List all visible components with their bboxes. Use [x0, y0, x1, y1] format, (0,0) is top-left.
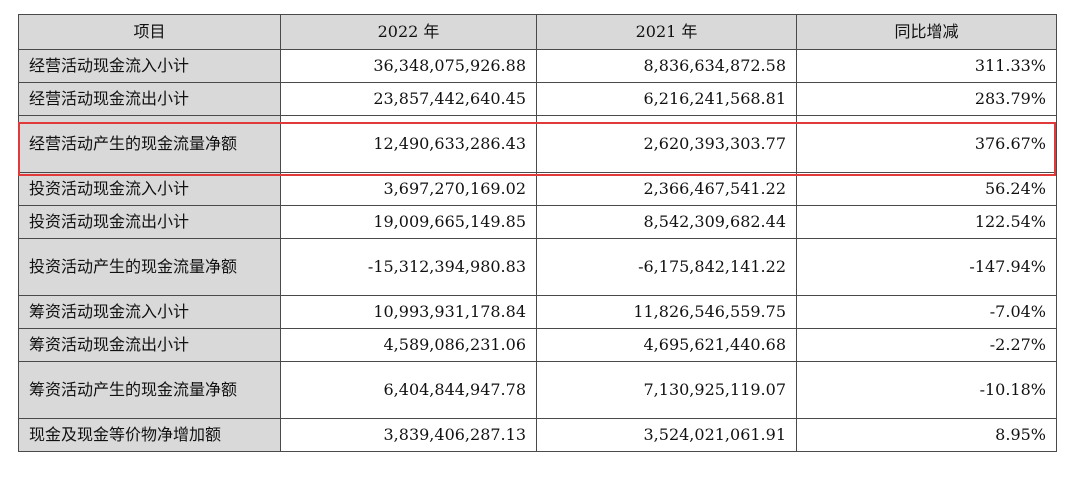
value-2022: 3,839,406,287.13 — [280, 418, 537, 452]
value-2021: 8,836,634,872.58 — [536, 49, 797, 83]
value-change: 283.79% — [796, 82, 1057, 116]
value-2021: 7,130,925,119.07 — [536, 361, 797, 419]
row-label: 投资活动现金流出小计 — [18, 205, 281, 239]
value-change: -10.18% — [796, 361, 1057, 419]
header-2021: 2021 年 — [536, 14, 797, 50]
value-2022: 12,490,633,286.43 — [280, 115, 537, 173]
value-change: 122.54% — [796, 205, 1057, 239]
value-change: -7.04% — [796, 295, 1057, 329]
value-change: -2.27% — [796, 328, 1057, 362]
value-2021: -6,175,842,141.22 — [536, 238, 797, 296]
table-row: 筹资活动产生的现金流量净额 6,404,844,947.78 7,130,925… — [18, 361, 1057, 419]
value-2022: 3,697,270,169.02 — [280, 172, 537, 206]
value-2021: 2,366,467,541.22 — [536, 172, 797, 206]
header-item: 项目 — [18, 14, 281, 50]
row-label: 经营活动现金流出小计 — [18, 82, 281, 116]
value-2022: 23,857,442,640.45 — [280, 82, 537, 116]
value-change: 311.33% — [796, 49, 1057, 83]
value-2022: 36,348,075,926.88 — [280, 49, 537, 83]
table-row: 经营活动现金流入小计 36,348,075,926.88 8,836,634,8… — [18, 49, 1057, 83]
table-row: 筹资活动现金流出小计 4,589,086,231.06 4,695,621,44… — [18, 328, 1057, 362]
table-row: 投资活动现金流入小计 3,697,270,169.02 2,366,467,54… — [18, 172, 1057, 206]
cash-flow-table: 项目 2022 年 2021 年 同比增减 经营活动现金流入小计 36,348,… — [18, 14, 1057, 452]
value-2021: 4,695,621,440.68 — [536, 328, 797, 362]
row-label: 投资活动产生的现金流量净额 — [18, 238, 281, 296]
value-2022: 6,404,844,947.78 — [280, 361, 537, 419]
row-label: 经营活动现金流入小计 — [18, 49, 281, 83]
header-yoy-change: 同比增减 — [796, 14, 1057, 50]
value-2021: 6,216,241,568.81 — [536, 82, 797, 116]
table-row: 投资活动现金流出小计 19,009,665,149.85 8,542,309,6… — [18, 205, 1057, 239]
table-row: 经营活动现金流出小计 23,857,442,640.45 6,216,241,5… — [18, 82, 1057, 116]
value-change: 8.95% — [796, 418, 1057, 452]
row-label: 经营活动产生的现金流量净额 — [18, 115, 281, 173]
value-2022: -15,312,394,980.83 — [280, 238, 537, 296]
value-2022: 19,009,665,149.85 — [280, 205, 537, 239]
table-row: 经营活动产生的现金流量净额 12,490,633,286.43 2,620,39… — [18, 115, 1057, 173]
cash-flow-table-container: 项目 2022 年 2021 年 同比增减 经营活动现金流入小计 36,348,… — [18, 14, 1057, 452]
row-label: 投资活动现金流入小计 — [18, 172, 281, 206]
value-2022: 4,589,086,231.06 — [280, 328, 537, 362]
row-label: 现金及现金等价物净增加额 — [18, 418, 281, 452]
value-2021: 8,542,309,682.44 — [536, 205, 797, 239]
value-change: 376.67% — [796, 115, 1057, 173]
row-label: 筹资活动现金流出小计 — [18, 328, 281, 362]
row-label: 筹资活动产生的现金流量净额 — [18, 361, 281, 419]
value-change: -147.94% — [796, 238, 1057, 296]
value-change: 56.24% — [796, 172, 1057, 206]
table-row: 筹资活动现金流入小计 10,993,931,178.84 11,826,546,… — [18, 295, 1057, 329]
value-2022: 10,993,931,178.84 — [280, 295, 537, 329]
value-2021: 2,620,393,303.77 — [536, 115, 797, 173]
value-2021: 3,524,021,061.91 — [536, 418, 797, 452]
header-2022: 2022 年 — [280, 14, 537, 50]
value-2021: 11,826,546,559.75 — [536, 295, 797, 329]
table-row: 投资活动产生的现金流量净额 -15,312,394,980.83 -6,175,… — [18, 238, 1057, 296]
row-label: 筹资活动现金流入小计 — [18, 295, 281, 329]
table-row: 现金及现金等价物净增加额 3,839,406,287.13 3,524,021,… — [18, 418, 1057, 452]
table-header-row: 项目 2022 年 2021 年 同比增减 — [18, 14, 1057, 50]
